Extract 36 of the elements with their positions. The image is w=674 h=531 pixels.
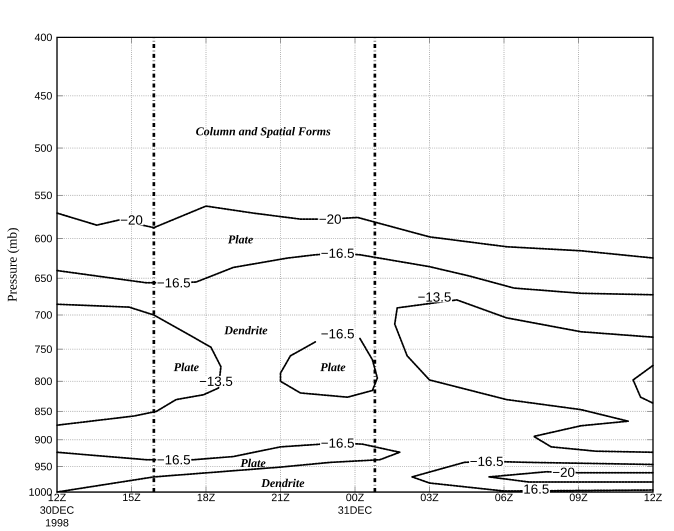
y-tick-label: 400 [34, 34, 52, 42]
x-tick-label: 15Z [123, 494, 140, 502]
y-tick-label: 950 [35, 462, 52, 470]
y-tick-label: 750 [35, 345, 52, 353]
annotation: Dendrite [224, 326, 268, 334]
x-tick-label: 03Z [420, 494, 438, 502]
annotation: −13.5 [200, 376, 232, 386]
y-tick-label: 600 [35, 234, 52, 242]
annotation: −16.5 [158, 455, 190, 464]
y-tick-label: 850 [34, 408, 52, 416]
annotation: Plate [174, 362, 199, 372]
y-tick-label: 800 [34, 378, 52, 386]
x-tick-label: 18Z [198, 494, 215, 502]
y-tick-label: 700 [35, 311, 52, 319]
x-tick-label: 00Z 31DEC [338, 494, 372, 514]
y-axis-title: Pressure (mb) [7, 228, 20, 302]
annotation: −20 [552, 468, 574, 477]
x-tick-label: 21Z [272, 494, 290, 502]
x-tick-label: 09Z [570, 494, 588, 502]
y-tick-label: 450 [34, 92, 52, 100]
annotation: Column and Spatial Forms [196, 126, 330, 138]
x-tick-label: 12Z [644, 494, 662, 502]
y-tick-label: 550 [34, 192, 52, 200]
annotation: Dendrite [261, 478, 304, 488]
y-tick-label: 650 [35, 274, 52, 282]
x-tick-label: 06Z [495, 494, 513, 502]
annotation: Plate [240, 458, 266, 468]
annotation: Plate [320, 362, 346, 372]
y-tick-label: 900 [35, 436, 52, 444]
annotation: −16.5 [321, 329, 354, 338]
annotation: Plate [228, 235, 253, 244]
annotation: −13.5 [418, 292, 451, 302]
annotation: −20 [120, 215, 142, 225]
y-tick-label: 1000 [29, 488, 52, 496]
y-tick-label: 500 [34, 144, 52, 152]
annotation: 16.5 [524, 484, 549, 494]
